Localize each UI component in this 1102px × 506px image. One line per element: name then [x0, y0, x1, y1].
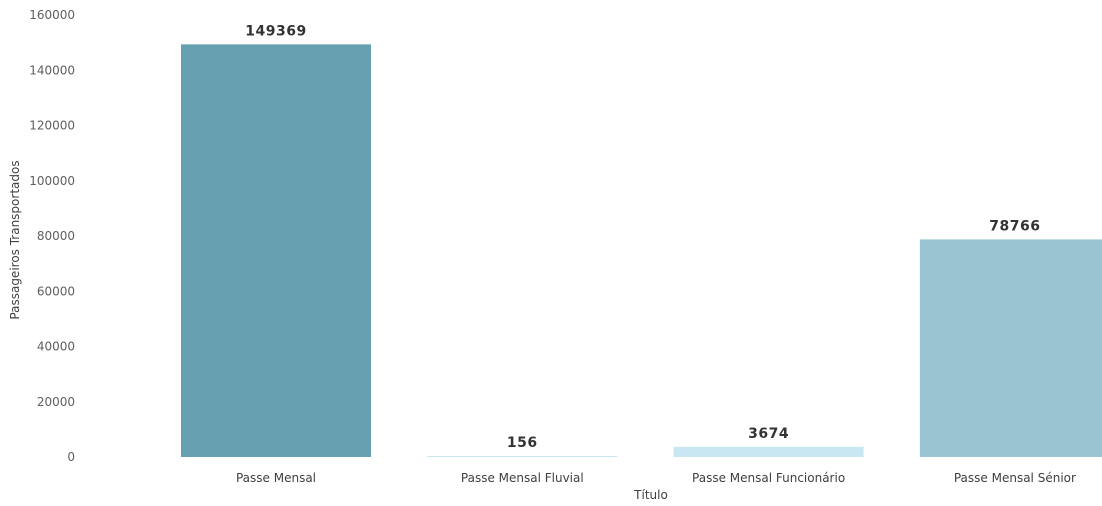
x-axis-category-labels: Passe Mensal Passe Mensal Fluvial Passe Me… [236, 471, 1076, 485]
y-axis-ticks: 0 20000 40000 60000 80000 100000 120000 140000 1… [29, 8, 75, 464]
bar[interactable] [673, 446, 864, 457]
y-axis-title: Passageiros Transportados [8, 160, 22, 319]
x-category-label: Passe Mensal [236, 471, 316, 485]
x-category-label: Passe Mensal Sénior [954, 471, 1076, 485]
bars [181, 44, 1102, 458]
y-tick-label: 0 [67, 450, 75, 464]
y-tick-label: 40000 [37, 340, 75, 354]
bar-data-label: 149369 [245, 23, 306, 39]
bar-data-label: 3674 [748, 426, 789, 442]
x-category-label: Passe Mensal Fluvial [461, 471, 584, 485]
y-tick-label: 100000 [29, 174, 75, 188]
bar[interactable] [181, 44, 371, 458]
bar[interactable] [427, 456, 618, 457]
data-labels: 149369 156 3674 78766 [245, 23, 1040, 451]
y-tick-label: 80000 [37, 229, 75, 243]
y-tick-label: 140000 [29, 63, 75, 77]
y-tick-label: 160000 [29, 8, 75, 22]
bar-data-label: 78766 [989, 218, 1040, 234]
x-category-label: Passe Mensal Funcionário [692, 471, 845, 485]
bar-data-label: 156 [507, 435, 538, 451]
bar[interactable] [919, 239, 1102, 457]
x-axis-title: Título [633, 488, 668, 502]
y-tick-label: 120000 [29, 119, 75, 133]
y-tick-label: 60000 [37, 284, 75, 298]
y-tick-label: 20000 [37, 395, 75, 409]
